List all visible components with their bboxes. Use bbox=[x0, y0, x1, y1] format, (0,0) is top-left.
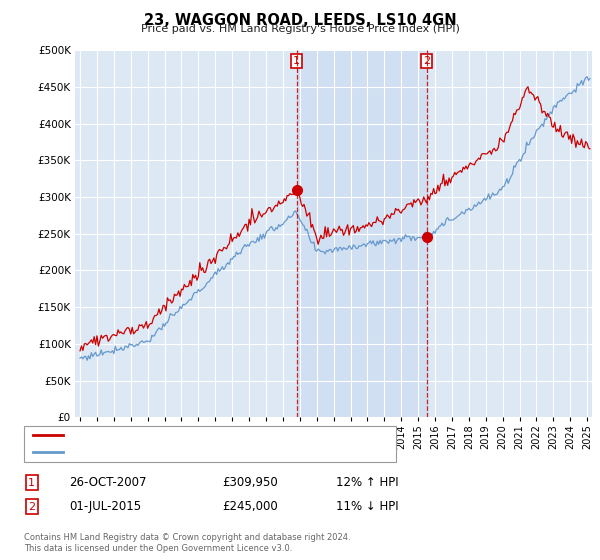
Text: 23, WAGGON ROAD, LEEDS, LS10 4GN (detached house): 23, WAGGON ROAD, LEEDS, LS10 4GN (detach… bbox=[69, 431, 364, 440]
Text: 1: 1 bbox=[28, 478, 35, 488]
Text: 23, WAGGON ROAD, LEEDS, LS10 4GN: 23, WAGGON ROAD, LEEDS, LS10 4GN bbox=[143, 13, 457, 28]
Text: Contains HM Land Registry data © Crown copyright and database right 2024.
This d: Contains HM Land Registry data © Crown c… bbox=[24, 533, 350, 553]
Text: HPI: Average price, detached house, Leeds: HPI: Average price, detached house, Leed… bbox=[69, 447, 292, 457]
Text: £309,950: £309,950 bbox=[222, 476, 278, 489]
Text: 1: 1 bbox=[293, 56, 300, 66]
Text: 01-JUL-2015: 01-JUL-2015 bbox=[69, 500, 141, 514]
Text: 2: 2 bbox=[423, 56, 430, 66]
Text: £245,000: £245,000 bbox=[222, 500, 278, 514]
Text: 12% ↑ HPI: 12% ↑ HPI bbox=[336, 476, 398, 489]
Bar bbox=[297, 50, 427, 417]
Text: 11% ↓ HPI: 11% ↓ HPI bbox=[336, 500, 398, 514]
Text: Price paid vs. HM Land Registry's House Price Index (HPI): Price paid vs. HM Land Registry's House … bbox=[140, 24, 460, 34]
Text: 26-OCT-2007: 26-OCT-2007 bbox=[69, 476, 146, 489]
Text: 2: 2 bbox=[28, 502, 35, 512]
